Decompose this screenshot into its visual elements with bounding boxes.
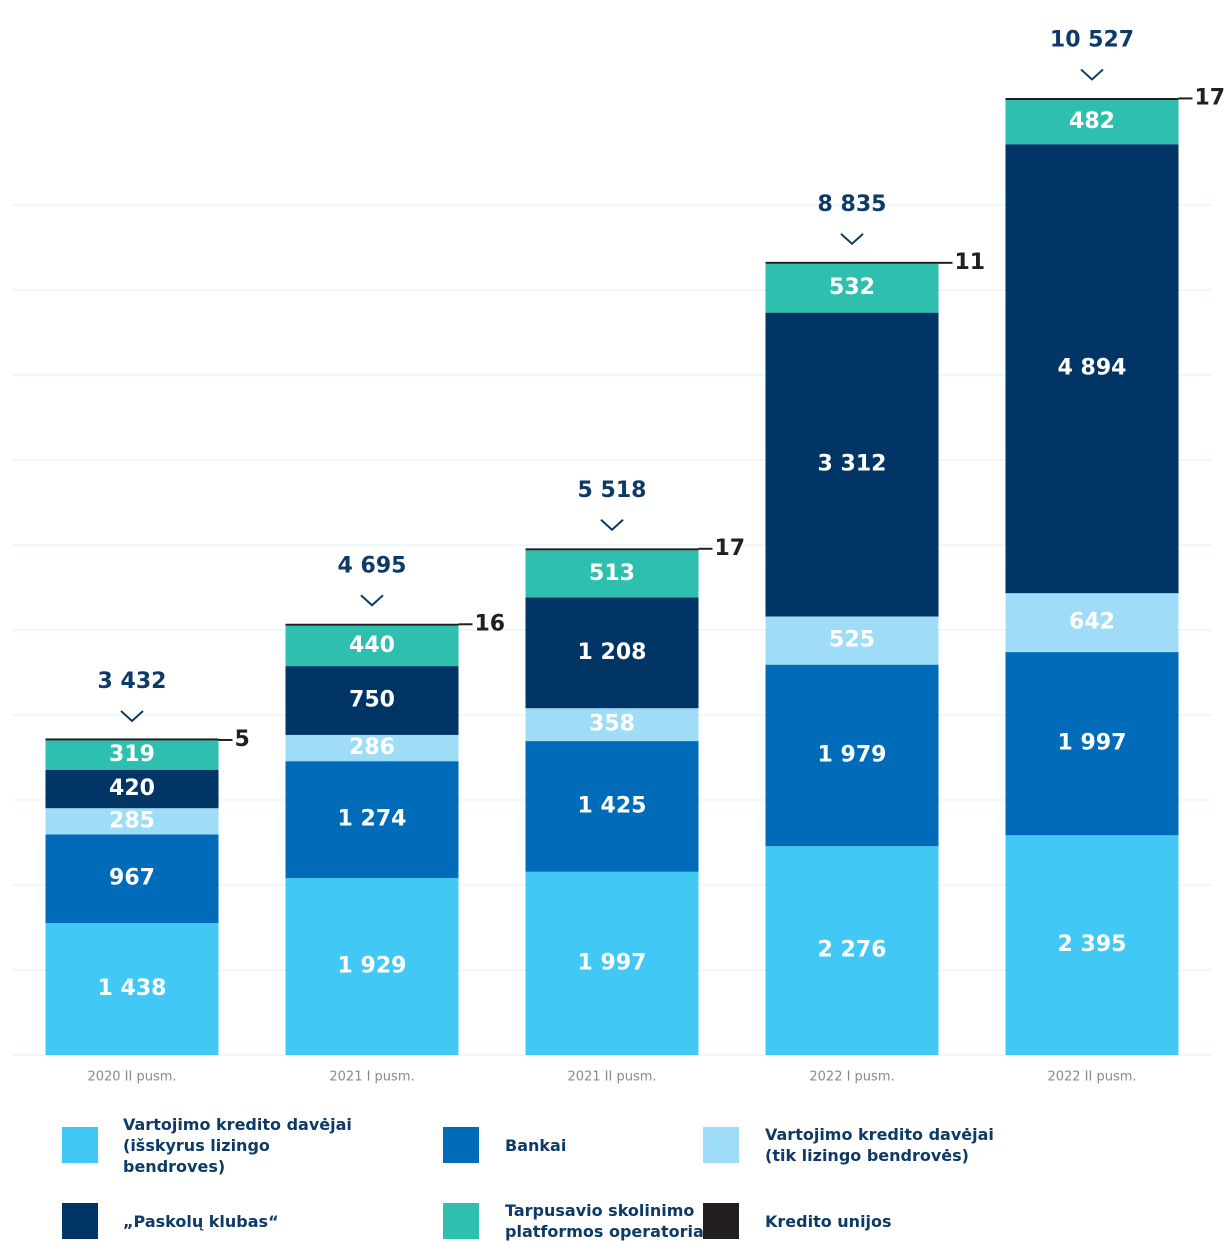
value-label: 967 [109,866,155,891]
value-label: 1 979 [818,742,887,767]
bar-segment [765,616,939,665]
bar-segment [765,664,939,847]
value-label: 1 929 [338,954,407,979]
legend-label: Vartojimo kredito davėjai (išskyrus lizi… [123,1114,352,1176]
value-label: 285 [109,808,155,833]
chevron [120,710,144,723]
value-label: 2 276 [818,938,887,963]
bar-segment [285,623,459,626]
bar-segment [525,871,699,1055]
legend-swatch [703,1127,739,1163]
bar-segment [1005,593,1179,653]
value-label: 1 997 [1058,731,1127,756]
bar-segment [45,808,219,835]
total-label: 5 518 [578,478,647,503]
bar-segment [765,261,939,264]
bar-segment [285,878,459,1055]
x-tick-label: 2021 I pusm. [329,1070,414,1085]
bar-segment [1005,97,1179,100]
value-label: 11 [955,250,986,275]
value-label: 440 [349,633,395,658]
value-label: 1 208 [578,640,647,665]
x-tick-label: 2022 I pusm. [809,1070,894,1085]
value-label: 1 274 [338,807,407,832]
value-label: 16 [475,611,506,636]
bar-segment [525,741,699,872]
bar-segment [765,846,939,1055]
bar-segment [45,740,219,770]
chevron [360,594,384,607]
legend-swatch [62,1127,98,1163]
value-label: 3 312 [818,452,887,477]
bar-segment [1005,652,1179,836]
value-label: 286 [349,735,395,760]
chevron [1080,68,1104,81]
bar-segment [525,597,699,709]
value-label: 2 395 [1058,932,1127,957]
value-label: 1 997 [578,950,647,975]
value-label: 4 894 [1058,356,1127,381]
bar-segment [525,708,699,742]
legend-label: Bankai [505,1135,567,1155]
bar-segment [285,734,459,762]
value-label: 642 [1069,610,1115,635]
value-label: 513 [589,561,635,586]
total-label: 10 527 [1050,27,1134,52]
legend-swatch [703,1203,739,1239]
bar-segment [765,312,939,617]
chevron [600,519,624,532]
bar-segment [1005,144,1179,594]
bar-segment [1005,99,1179,145]
value-label: 319 [109,742,155,767]
value-label: 17 [1195,85,1224,110]
chevron [840,233,864,246]
value-label: 358 [589,712,635,737]
value-label: 5 [235,727,250,752]
bar-segment [765,263,939,313]
value-label: 482 [1069,109,1115,134]
value-label: 1 438 [98,976,167,1001]
legend-label: „Paskolų klubas“ [123,1211,279,1231]
legend-label: Tarpusavio skolinimo platformos operator… [505,1201,710,1241]
bar-segment [285,761,459,879]
bar-segment [525,550,699,598]
bar-segment [45,834,219,924]
legend-label: Vartojimo kredito davėjai (tik lizingo b… [765,1125,994,1165]
bar-segment [525,548,699,551]
value-label: 750 [349,688,395,713]
legend-swatch [443,1127,479,1163]
value-label: 420 [109,776,155,801]
value-label: 532 [829,275,875,300]
total-label: 4 695 [338,553,407,578]
value-label: 525 [829,628,875,653]
bar-segment [1005,835,1179,1055]
x-tick-label: 2022 II pusm. [1047,1070,1136,1085]
x-tick-label: 2020 II pusm. [87,1070,176,1085]
bar-segment [45,923,219,1055]
legend-swatch [62,1203,98,1239]
x-tick-label: 2021 II pusm. [567,1070,656,1085]
total-label: 8 835 [818,192,887,217]
chart: 2020 II pusm. 1 438 967 285 420 319 5 3 432 2021… [12,27,1224,1085]
legend-swatch [443,1203,479,1239]
bar-segment [45,738,219,741]
bar-segment [45,769,219,809]
total-label: 3 432 [98,669,167,694]
legend-label: Kredito unijos [765,1211,892,1231]
bar-segment [285,666,459,735]
value-label: 1 425 [578,793,647,818]
bar-segment [285,625,459,667]
value-label: 17 [715,536,746,561]
